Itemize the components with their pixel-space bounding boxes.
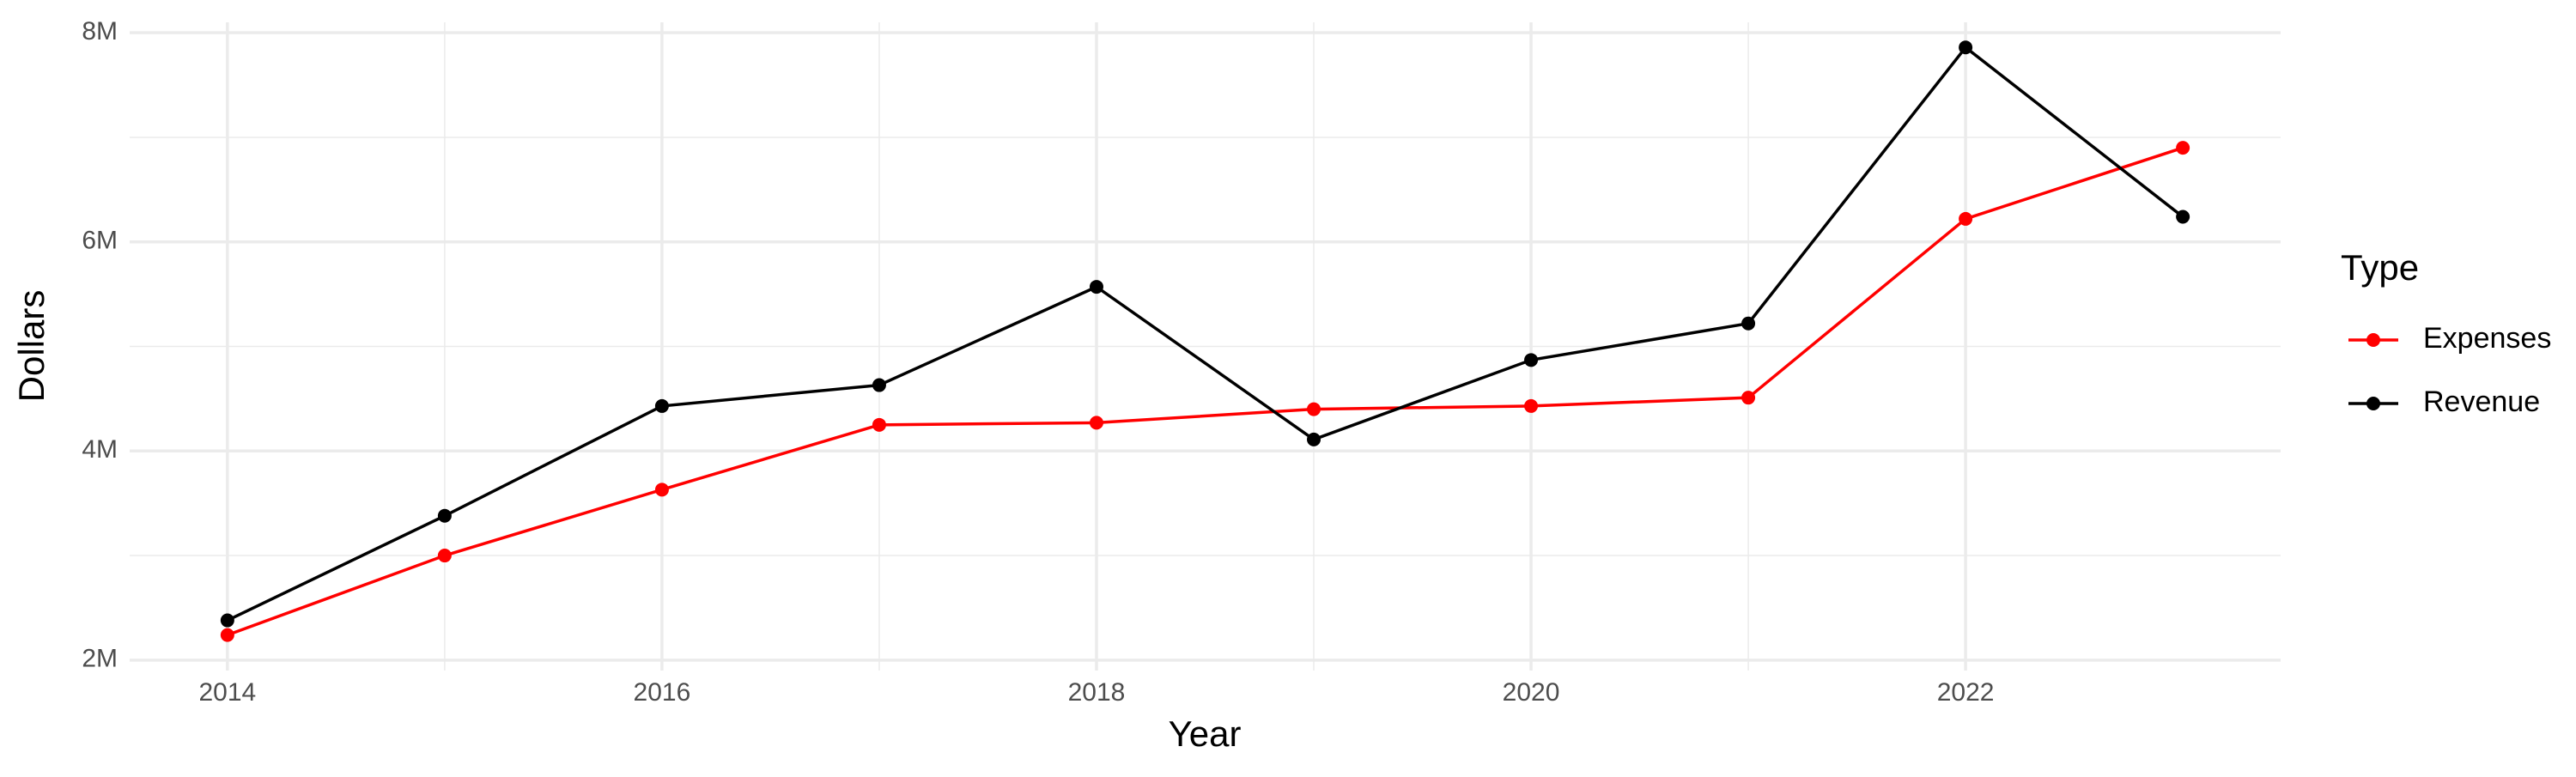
data-point	[437, 508, 452, 523]
x-tick-label: 2016	[634, 678, 691, 707]
data-point	[2176, 209, 2190, 224]
legend-marker	[2366, 333, 2380, 347]
series-line	[227, 146, 2184, 637]
series-line	[227, 45, 2184, 622]
data-point	[1524, 353, 1539, 367]
x-axis-title: Year	[1169, 713, 1242, 754]
x-tick-label: 2018	[1068, 678, 1126, 707]
data-point	[872, 378, 886, 392]
data-point	[1307, 432, 1321, 446]
y-tick-label: 8M	[82, 17, 118, 46]
y-axis-title: Dollars	[11, 290, 52, 403]
legend-label: Revenue	[2423, 385, 2540, 418]
data-point	[872, 417, 886, 432]
data-point	[1741, 391, 1756, 405]
data-point	[1307, 402, 1321, 416]
y-tick-label: 4M	[82, 435, 118, 464]
x-tick-label: 2022	[1937, 678, 1995, 707]
data-point	[1524, 398, 1539, 413]
legend-label: Expenses	[2423, 322, 2551, 355]
data-point	[654, 398, 669, 413]
data-point	[437, 549, 452, 563]
legend-marker	[2366, 397, 2380, 410]
y-tick-label: 6M	[82, 227, 118, 255]
data-point	[1089, 416, 1103, 430]
x-tick-label: 2014	[198, 678, 256, 707]
data-point	[2176, 141, 2190, 155]
data-point	[1959, 40, 1973, 55]
legend-title: Type	[2341, 247, 2419, 288]
data-point	[1959, 211, 1973, 226]
y-tick-label: 2M	[82, 645, 118, 673]
data-point	[220, 628, 234, 642]
data-point	[220, 613, 234, 628]
data-point	[654, 483, 669, 497]
data-point	[1089, 280, 1103, 294]
x-tick-label: 2020	[1503, 678, 1560, 707]
data-point	[1741, 316, 1756, 331]
